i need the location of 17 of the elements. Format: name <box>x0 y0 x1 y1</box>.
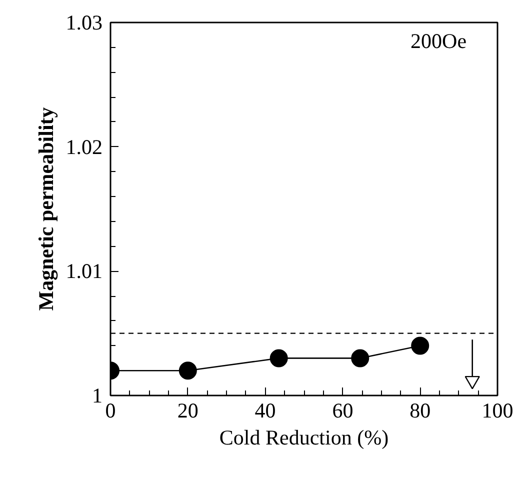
annotation: 200Oe <box>410 29 467 54</box>
y-tick-label: 1.01 <box>66 259 102 284</box>
x-axis-title: Cold Reduction (%) <box>219 426 389 450</box>
y-tick-label: 1.03 <box>66 10 102 34</box>
x-tick-label: 100 <box>482 398 514 422</box>
x-tick-label: 40 <box>254 398 276 422</box>
point <box>411 336 430 355</box>
x-tick-label: 80 <box>410 398 431 422</box>
y-tick-label: 1 <box>92 384 102 408</box>
y-tick-label: 1.02 <box>66 134 102 159</box>
y-axis-title: Magnetic permeability <box>34 106 58 311</box>
point <box>351 349 370 368</box>
x-tick-label: 0 <box>105 398 116 422</box>
x-tick-label: 60 <box>332 398 354 422</box>
x-tick-label: 20 <box>177 398 198 422</box>
point <box>270 349 288 368</box>
point <box>178 362 197 380</box>
